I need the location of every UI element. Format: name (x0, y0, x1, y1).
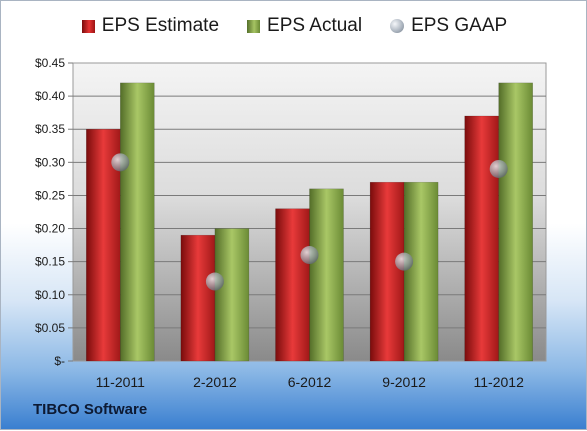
bar-eps-actual (498, 82, 533, 362)
x-category-label: 2-2012 (193, 374, 237, 390)
y-tick-label: $0.35 (35, 122, 65, 136)
y-tick-label: $0.40 (35, 89, 65, 103)
legend-item-estimate: EPS Estimate (81, 15, 220, 37)
y-axis-ticks: $- $0.05 $0.10 $0.15 $0.20 $0.25 $0.30 $0.35 $0.… (35, 56, 73, 368)
bars (86, 82, 533, 362)
legend-swatch-actual (247, 19, 261, 33)
y-tick-label: $0.05 (35, 321, 65, 335)
y-tick-label: $- (54, 354, 65, 368)
x-category-label: 9-2012 (382, 374, 426, 390)
legend-item-gaap: EPS GAAP (390, 15, 507, 37)
gaap-markers (111, 153, 508, 291)
bar-eps-actual (214, 228, 250, 362)
legend: EPS Estimate EPS Actual EPS GAAP (1, 15, 587, 37)
x-axis-labels: 11-2011 2-2012 6-2012 9-2012 11-2012 (96, 374, 524, 390)
y-tick-label: $0.15 (35, 255, 65, 269)
marker-eps-gaap (205, 272, 224, 291)
legend-label-estimate: EPS Estimate (101, 15, 220, 36)
bar-eps-actual (403, 181, 439, 362)
bar-eps-actual (309, 188, 344, 362)
company-name: TIBCO Software (33, 401, 148, 418)
marker-eps-gaap (489, 159, 508, 178)
y-tick-label: $0.25 (35, 188, 65, 202)
legend-label-gaap: EPS GAAP (411, 15, 508, 36)
x-category-label: 11-2012 (474, 374, 525, 390)
marker-eps-gaap (111, 153, 130, 172)
bar-eps-estimate (275, 208, 310, 362)
y-tick-label: $0.20 (35, 222, 65, 236)
x-category-label: 6-2012 (288, 374, 332, 390)
y-tick-label: $0.10 (35, 288, 65, 302)
y-tick-label: $0.45 (35, 56, 65, 70)
marker-eps-gaap (300, 246, 319, 265)
bar-eps-estimate (369, 181, 405, 362)
bar-eps-estimate (180, 234, 216, 362)
legend-label-actual: EPS Actual (267, 15, 363, 36)
bar-eps-estimate (464, 115, 499, 362)
legend-swatch-gaap (390, 19, 405, 33)
legend-item-actual: EPS Actual (247, 15, 362, 37)
marker-eps-gaap (395, 252, 414, 271)
bar-eps-actual (120, 82, 155, 362)
y-tick-label: $0.30 (35, 155, 65, 169)
x-category-label: 11-2011 (96, 374, 146, 390)
legend-swatch-estimate (81, 19, 95, 33)
